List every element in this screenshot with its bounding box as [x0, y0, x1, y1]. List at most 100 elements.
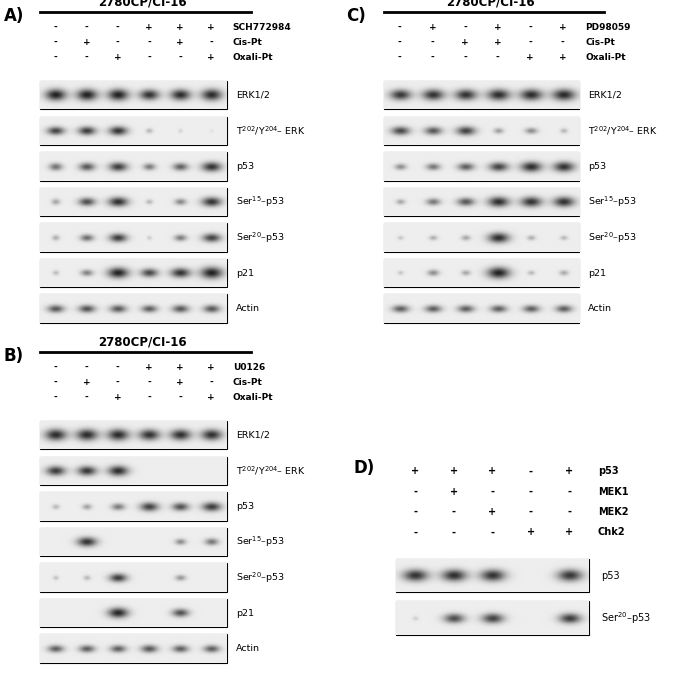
Text: -: -: [54, 393, 57, 402]
Text: -: -: [491, 487, 494, 496]
Text: p21: p21: [588, 269, 606, 277]
Bar: [40, 563, 227, 592]
Text: +: +: [559, 23, 566, 32]
Text: -: -: [116, 363, 120, 372]
Text: +: +: [450, 466, 458, 476]
Text: ERK1/2: ERK1/2: [588, 90, 622, 100]
Text: +: +: [494, 38, 501, 47]
Text: B): B): [4, 347, 24, 365]
Text: +: +: [207, 53, 215, 62]
Text: +: +: [207, 23, 215, 32]
Text: 2780CP/CI-16: 2780CP/CI-16: [447, 0, 535, 9]
Text: +: +: [83, 38, 90, 47]
Text: -: -: [568, 487, 571, 496]
Text: Cis-Pt: Cis-Pt: [232, 38, 262, 47]
Bar: [384, 188, 579, 216]
Text: -: -: [398, 38, 402, 47]
Text: -: -: [54, 23, 57, 32]
Text: +: +: [83, 378, 90, 387]
Text: -: -: [85, 23, 89, 32]
Text: -: -: [209, 378, 213, 387]
Text: +: +: [461, 38, 469, 47]
Text: +: +: [145, 23, 153, 32]
Text: A): A): [4, 7, 25, 25]
Bar: [40, 492, 227, 521]
Text: -: -: [463, 23, 467, 32]
Text: C): C): [346, 7, 365, 25]
Text: +: +: [494, 23, 501, 32]
Text: Ser$^{20}$–p53: Ser$^{20}$–p53: [236, 570, 284, 585]
Text: -: -: [147, 393, 150, 402]
Text: +: +: [450, 487, 458, 496]
Text: -: -: [209, 38, 213, 47]
Text: -: -: [491, 527, 494, 537]
Text: -: -: [413, 507, 417, 517]
Text: ERK1/2: ERK1/2: [236, 90, 270, 100]
Text: Ser$^{15}$–p53: Ser$^{15}$–p53: [236, 534, 284, 549]
Bar: [40, 152, 227, 181]
Bar: [40, 223, 227, 252]
Bar: [40, 259, 227, 287]
Text: -: -: [54, 53, 57, 62]
Bar: [384, 81, 579, 109]
Text: Ser$^{15}$–p53: Ser$^{15}$–p53: [236, 194, 284, 209]
Text: Cis-Pt: Cis-Pt: [585, 38, 615, 47]
Text: +: +: [176, 363, 184, 372]
Bar: [384, 152, 579, 181]
Text: -: -: [430, 53, 434, 62]
Text: -: -: [398, 53, 402, 62]
Text: -: -: [116, 38, 120, 47]
Text: p53: p53: [236, 162, 254, 171]
Bar: [40, 294, 227, 323]
Text: p53: p53: [588, 162, 606, 171]
Text: -: -: [398, 23, 402, 32]
Text: +: +: [114, 393, 122, 402]
Text: +: +: [412, 466, 419, 476]
Text: +: +: [489, 466, 496, 476]
Text: p53: p53: [601, 571, 620, 581]
Text: Cis-Pt: Cis-Pt: [232, 378, 262, 387]
Text: -: -: [54, 378, 57, 387]
Text: 2780CP/CI-16: 2780CP/CI-16: [98, 336, 187, 349]
Text: +: +: [526, 53, 534, 62]
Text: -: -: [116, 23, 120, 32]
Text: -: -: [430, 38, 434, 47]
Text: +: +: [489, 507, 496, 517]
Text: -: -: [147, 53, 150, 62]
Text: +: +: [176, 378, 184, 387]
Text: -: -: [85, 363, 89, 372]
Text: Oxali-Pt: Oxali-Pt: [585, 53, 626, 62]
Text: +: +: [145, 363, 153, 372]
Text: -: -: [413, 487, 417, 496]
Text: -: -: [568, 507, 571, 517]
Text: Actin: Actin: [588, 304, 612, 313]
Bar: [40, 456, 227, 485]
Bar: [40, 634, 227, 663]
Text: -: -: [178, 393, 182, 402]
Text: +: +: [207, 363, 215, 372]
Text: -: -: [413, 527, 417, 537]
Text: MEK2: MEK2: [598, 507, 628, 517]
Text: +: +: [428, 23, 436, 32]
Text: -: -: [529, 507, 533, 517]
Text: Ser$^{20}$–p53: Ser$^{20}$–p53: [601, 610, 651, 626]
Text: Ser$^{20}$–p53: Ser$^{20}$–p53: [588, 230, 637, 245]
Text: +: +: [114, 53, 122, 62]
Text: p53: p53: [598, 466, 618, 476]
Text: p21: p21: [236, 609, 253, 617]
Text: +: +: [559, 53, 566, 62]
Text: -: -: [147, 38, 150, 47]
Text: p53: p53: [236, 502, 254, 511]
Text: PD98059: PD98059: [585, 23, 631, 32]
Bar: [396, 601, 589, 634]
Text: +: +: [176, 23, 184, 32]
Text: MEK1: MEK1: [598, 487, 628, 496]
Text: -: -: [85, 53, 89, 62]
Bar: [40, 599, 227, 627]
Bar: [384, 294, 579, 323]
Text: Chk2: Chk2: [598, 527, 625, 537]
Text: Actin: Actin: [236, 304, 260, 313]
Bar: [384, 223, 579, 252]
Text: p21: p21: [236, 269, 253, 277]
Text: +: +: [527, 527, 535, 537]
